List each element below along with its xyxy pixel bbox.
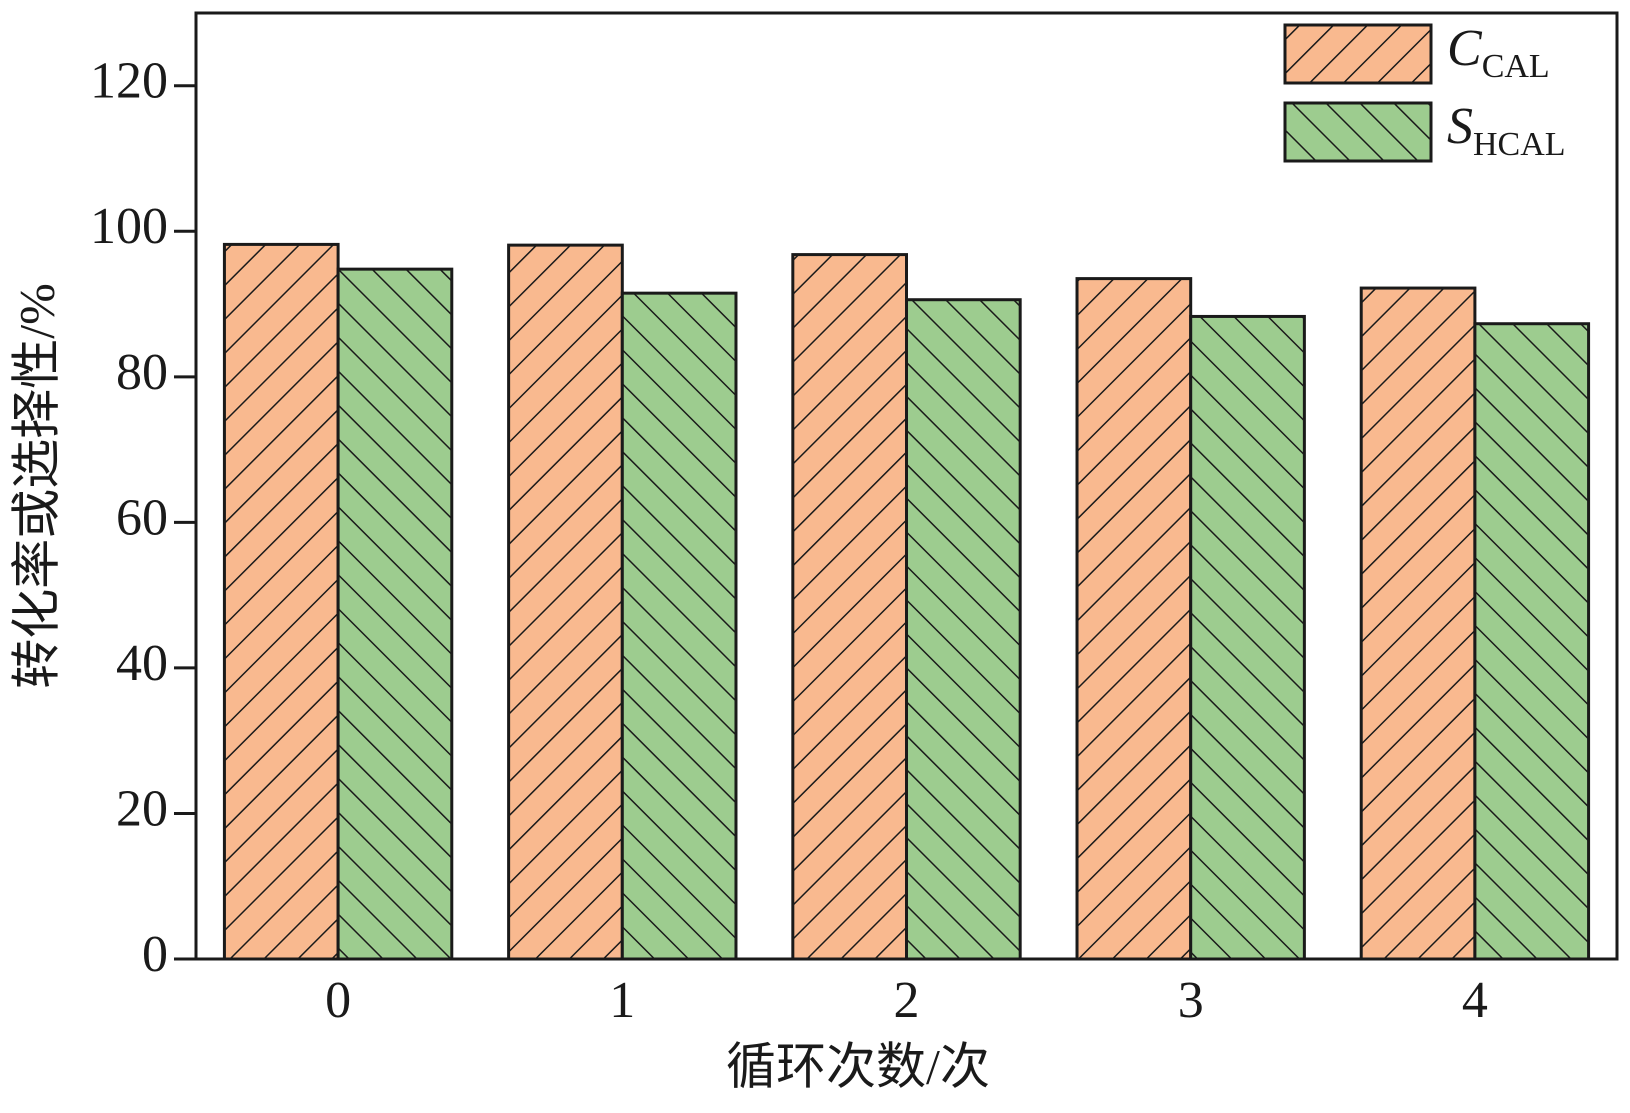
bar xyxy=(507,243,624,961)
legend-label: CCAL xyxy=(1447,20,1550,85)
bar xyxy=(1473,322,1591,961)
x-tick-label: 4 xyxy=(1462,972,1488,1029)
bar xyxy=(222,242,340,961)
x-tick-label: 0 xyxy=(325,972,351,1029)
legend-subscript: CAL xyxy=(1482,48,1550,85)
y-tick-label: 60 xyxy=(116,489,168,546)
legend-name: C xyxy=(1447,20,1483,77)
x-axis-label: 循环次数/次 xyxy=(726,1038,990,1094)
x-tick-label: 1 xyxy=(609,972,635,1029)
y-tick-label: 100 xyxy=(90,198,168,255)
x-tick-label: 2 xyxy=(894,972,920,1029)
legend-label: SHCAL xyxy=(1447,98,1566,163)
y-tick-label: 0 xyxy=(142,926,168,983)
bar xyxy=(905,298,1022,961)
y-tick-label: 80 xyxy=(116,344,168,401)
bar xyxy=(791,253,909,961)
x-tick-label: 3 xyxy=(1178,972,1204,1029)
bar xyxy=(620,291,738,961)
bar xyxy=(336,267,454,961)
bar xyxy=(1189,314,1306,961)
bar xyxy=(1359,286,1477,961)
plot-frame xyxy=(194,11,1619,961)
y-tick-label: 120 xyxy=(90,53,168,110)
legend-subscript: HCAL xyxy=(1473,126,1566,163)
y-axis-label: 转化率或选择性/% xyxy=(8,283,64,689)
legend-swatch xyxy=(1283,23,1433,85)
legend-swatch xyxy=(1283,101,1433,163)
legend-name: S xyxy=(1447,98,1473,155)
y-tick-label: 20 xyxy=(116,780,168,837)
y-tick-label: 40 xyxy=(116,635,168,692)
bar xyxy=(1075,277,1193,961)
